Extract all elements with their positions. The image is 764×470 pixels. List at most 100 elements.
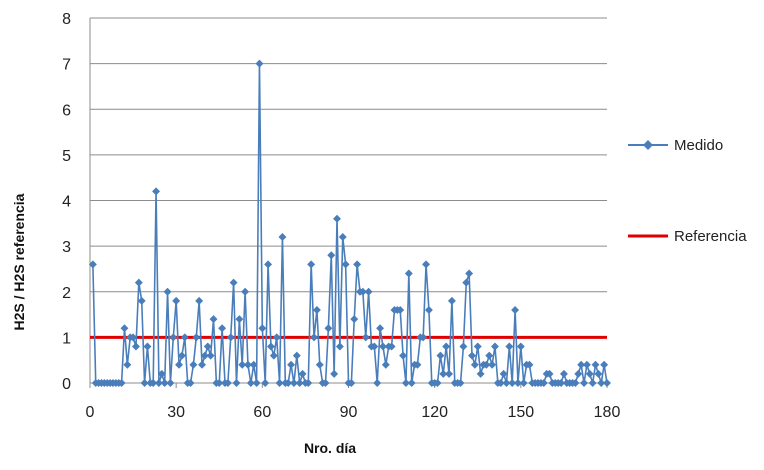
- medido-point: [516, 342, 525, 351]
- legend-label-referencia: Referencia: [674, 228, 747, 245]
- x-tick-label: 0: [86, 404, 95, 421]
- medido-point: [258, 324, 267, 333]
- y-tick-label: 1: [62, 330, 71, 347]
- medido-point: [160, 379, 169, 387]
- y-tick-label: 2: [62, 285, 71, 302]
- medido-point: [539, 379, 548, 387]
- medido-point: [287, 360, 296, 369]
- medido-point: [433, 379, 442, 387]
- medido-point: [143, 342, 152, 351]
- medido-point: [292, 351, 301, 360]
- medido-point: [373, 379, 382, 387]
- medido-point: [401, 379, 410, 387]
- medido-point: [358, 287, 367, 296]
- y-tick-label: 3: [62, 239, 71, 256]
- medido-point: [387, 342, 396, 351]
- medido-point: [603, 379, 611, 387]
- medido-point: [172, 296, 181, 305]
- legend: Medido Referencia: [628, 137, 747, 245]
- y-axis-title: H2S / H2S referencia: [11, 193, 27, 330]
- medido-point: [473, 342, 482, 351]
- medido-point: [189, 360, 198, 369]
- medido-point: [499, 369, 508, 378]
- medido-point: [399, 351, 408, 360]
- medido-point: [588, 379, 597, 387]
- x-axis-title: Nro. día: [304, 440, 356, 456]
- medido-point: [137, 296, 146, 305]
- medido-point: [177, 351, 186, 360]
- medido-point: [209, 315, 218, 324]
- medido-point: [295, 379, 304, 387]
- medido-point: [206, 351, 215, 360]
- medido-point: [600, 360, 609, 369]
- medido-point: [198, 360, 206, 369]
- medido-point: [324, 324, 333, 333]
- y-tick-label: 6: [62, 102, 71, 119]
- medido-point: [186, 379, 195, 387]
- medido-point: [180, 333, 189, 342]
- medido-point: [321, 379, 330, 387]
- medido-point: [235, 315, 244, 324]
- medido-point: [252, 379, 261, 387]
- medido-point: [370, 342, 379, 351]
- x-tick-label: 60: [253, 404, 271, 421]
- medido-point: [574, 369, 583, 378]
- medido-point: [278, 233, 287, 241]
- grid-lines: [90, 17, 607, 338]
- medido-point: [229, 278, 238, 287]
- medido-point: [347, 379, 356, 387]
- medido-point: [465, 269, 474, 278]
- medido-point: [597, 379, 606, 387]
- medido-point: [327, 251, 336, 260]
- y-tick-label: 0: [62, 376, 71, 393]
- medido-point: [470, 360, 479, 369]
- medido-point: [166, 379, 175, 387]
- x-tick-label: 150: [507, 404, 534, 421]
- medido-point: [232, 379, 241, 387]
- medido-point: [459, 342, 468, 351]
- medido-point: [269, 351, 278, 360]
- medido-point: [200, 351, 209, 360]
- medido-point: [422, 260, 431, 269]
- medido-point: [462, 278, 471, 287]
- medido-point: [134, 278, 143, 287]
- medido-point: [163, 287, 172, 296]
- medido-point: [485, 351, 494, 360]
- medido-point: [312, 306, 321, 314]
- medido-point: [456, 379, 465, 387]
- medido-point: [289, 379, 298, 387]
- medido-point: [315, 360, 324, 369]
- medido-point: [396, 306, 405, 314]
- medido-point: [491, 342, 499, 351]
- medido-point: [238, 360, 247, 369]
- x-tick-label: 30: [167, 404, 185, 421]
- medido-point: [407, 379, 416, 387]
- medido-point: [519, 379, 528, 387]
- medido-point: [255, 59, 264, 68]
- medido-point: [123, 360, 132, 369]
- medido-point: [157, 369, 166, 378]
- medido-point: [436, 351, 445, 360]
- medido-point: [338, 233, 347, 241]
- y-tick-label: 5: [62, 148, 71, 165]
- medido-point: [140, 379, 149, 387]
- medido-point: [261, 379, 270, 387]
- y-tick-labels: 0 1 2 3 4 5 6 7 8: [62, 11, 71, 393]
- medido-point: [333, 214, 341, 223]
- medido-point: [482, 360, 491, 369]
- medido-line: [92, 62, 608, 384]
- medido-point: [241, 287, 250, 296]
- medido-point: [591, 360, 600, 369]
- medido-point: [381, 360, 390, 369]
- medido-point: [120, 324, 129, 333]
- medido-point: [468, 351, 476, 360]
- medido-point: [511, 306, 520, 314]
- medido-point: [557, 379, 566, 387]
- medido-point: [304, 379, 313, 387]
- medido-point: [353, 260, 362, 269]
- medido-point: [439, 369, 448, 378]
- medido-point: [505, 342, 514, 351]
- medido-point: [580, 379, 588, 387]
- medido-point: [585, 369, 594, 378]
